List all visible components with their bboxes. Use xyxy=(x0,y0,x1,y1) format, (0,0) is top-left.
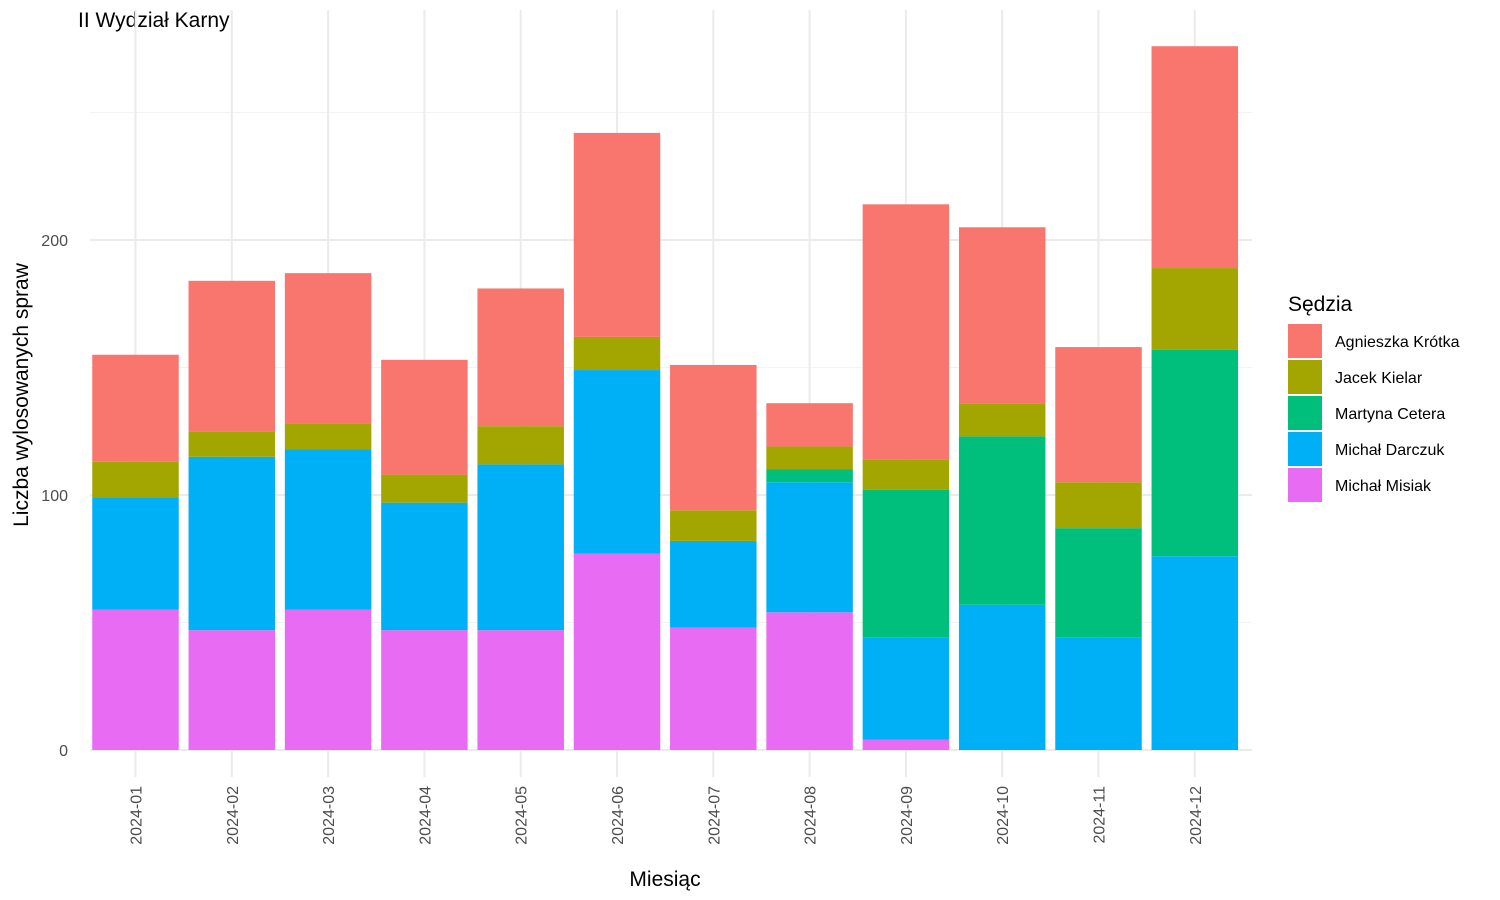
x-axis-title: Miesiąc xyxy=(629,868,700,891)
bar-segment-2024-09-agnieszka-krótka xyxy=(862,204,950,460)
legend-key xyxy=(1288,468,1322,502)
bar-segment-2024-10-michał-darczuk xyxy=(958,604,1046,750)
bar-segment-2024-07-michał-misiak xyxy=(670,627,757,750)
legend-key xyxy=(1288,360,1322,394)
bar-segment-2024-01-michał-misiak xyxy=(92,609,179,750)
bar-segment-2024-03-michał-darczuk xyxy=(284,449,372,610)
legend-label: Michał Misiak xyxy=(1335,478,1432,495)
bar-segment-2024-11-michał-darczuk xyxy=(1055,637,1142,750)
bar-segment-2024-11-agnieszka-krótka xyxy=(1055,347,1142,483)
bar-segment-2024-03-michał-misiak xyxy=(284,609,372,750)
bar-segment-2024-05-jacek-kielar xyxy=(477,426,564,465)
bar-segment-2024-03-jacek-kielar xyxy=(284,423,372,450)
bar-segment-2024-04-michał-misiak xyxy=(381,630,468,750)
bar-segment-2024-10-martyna-cetera xyxy=(958,436,1046,605)
chart-title: II Wydział Karny xyxy=(78,9,230,32)
bar-segment-2024-11-martyna-cetera xyxy=(1055,528,1142,638)
y-tick-label: 200 xyxy=(41,233,68,250)
x-tick-label: 2024-12 xyxy=(1188,786,1205,845)
bar-segment-2024-07-michał-darczuk xyxy=(670,540,757,628)
x-tick-label: 2024-02 xyxy=(225,786,242,845)
bar-segment-2024-12-agnieszka-krótka xyxy=(1151,46,1239,269)
x-tick-label: 2024-05 xyxy=(514,786,531,845)
bar-segment-2024-10-agnieszka-krótka xyxy=(958,227,1046,404)
y-tick-label: 100 xyxy=(41,488,68,505)
bar-segment-2024-04-jacek-kielar xyxy=(381,474,468,503)
x-tick-label: 2024-01 xyxy=(129,786,146,845)
x-tick-label: 2024-03 xyxy=(321,786,338,845)
legend-title: Sędzia xyxy=(1288,293,1353,316)
y-tick-label: 0 xyxy=(59,743,68,760)
bar-segment-2024-06-agnieszka-krótka xyxy=(573,132,661,337)
legend-key xyxy=(1288,432,1322,466)
bar-segment-2024-05-agnieszka-krótka xyxy=(477,288,564,427)
bar-segment-2024-04-agnieszka-krótka xyxy=(381,359,468,475)
bar-segment-2024-06-michał-misiak xyxy=(573,553,661,750)
bar-segment-2024-02-jacek-kielar xyxy=(188,431,276,457)
bar-segment-2024-02-michał-misiak xyxy=(188,630,276,750)
bar-segment-2024-02-michał-darczuk xyxy=(188,456,276,631)
bar-segment-2024-08-jacek-kielar xyxy=(766,446,853,470)
bar-segment-2024-01-jacek-kielar xyxy=(92,461,179,498)
bar-segment-2024-04-michał-darczuk xyxy=(381,502,468,631)
bar-segment-2024-10-jacek-kielar xyxy=(958,403,1046,437)
bar-segment-2024-08-martyna-cetera xyxy=(766,469,853,483)
y-axis-ticks: 0 100 200 xyxy=(41,233,68,760)
bar-segment-2024-12-michał-darczuk xyxy=(1151,556,1239,750)
x-tick-label: 2024-08 xyxy=(803,786,820,845)
x-tick-label: 2024-06 xyxy=(610,786,627,845)
legend-label: Michał Darczuk xyxy=(1335,442,1445,459)
bar-segment-2024-09-michał-darczuk xyxy=(862,637,950,740)
bar-segment-2024-08-michał-misiak xyxy=(766,612,853,750)
bar-segment-2024-09-martyna-cetera xyxy=(862,489,950,638)
legend: Sędzia Agnieszka Krótka Jacek Kielar Marty… xyxy=(1288,293,1460,502)
y-axis-title: Liczba wylosowanych spraw xyxy=(10,262,33,527)
bar-segment-2024-06-michał-darczuk xyxy=(573,370,661,554)
bar-segment-2024-12-jacek-kielar xyxy=(1151,268,1239,350)
bar-segment-2024-08-michał-darczuk xyxy=(766,482,853,613)
bar-segment-2024-07-jacek-kielar xyxy=(670,510,757,541)
bar-segment-2024-11-jacek-kielar xyxy=(1055,482,1142,529)
bar-segment-2024-05-michał-darczuk xyxy=(477,464,564,631)
legend-key xyxy=(1288,324,1322,358)
bar-segment-2024-05-michał-misiak xyxy=(477,630,564,750)
bar-segment-2024-08-agnieszka-krótka xyxy=(766,403,853,447)
bar-segment-2024-01-michał-darczuk xyxy=(92,497,179,610)
bar-segment-2024-09-michał-misiak xyxy=(862,739,950,750)
x-tick-label: 2024-10 xyxy=(995,786,1012,845)
x-tick-label: 2024-04 xyxy=(417,786,434,845)
bars xyxy=(92,46,1239,750)
bar-segment-2024-06-jacek-kielar xyxy=(573,336,661,371)
bar-segment-2024-07-agnieszka-krótka xyxy=(670,364,757,511)
bar-segment-2024-01-agnieszka-krótka xyxy=(92,354,179,462)
bar-segment-2024-02-agnieszka-krótka xyxy=(188,280,276,432)
x-tick-label: 2024-09 xyxy=(899,786,916,845)
bar-segment-2024-12-martyna-cetera xyxy=(1151,349,1239,557)
x-tick-label: 2024-11 xyxy=(1092,786,1109,844)
x-tick-label: 2024-07 xyxy=(706,786,723,845)
bar-segment-2024-03-agnieszka-krótka xyxy=(284,273,372,424)
legend-key xyxy=(1288,396,1322,430)
legend-label: Agnieszka Krótka xyxy=(1335,334,1460,351)
x-axis-ticks: 2024-01 2024-02 2024-03 2024-04 2024-05 2024-… xyxy=(129,786,1205,845)
legend-label: Jacek Kielar xyxy=(1335,370,1423,387)
legend-label: Martyna Cetera xyxy=(1335,406,1445,423)
bar-segment-2024-09-jacek-kielar xyxy=(862,459,950,490)
